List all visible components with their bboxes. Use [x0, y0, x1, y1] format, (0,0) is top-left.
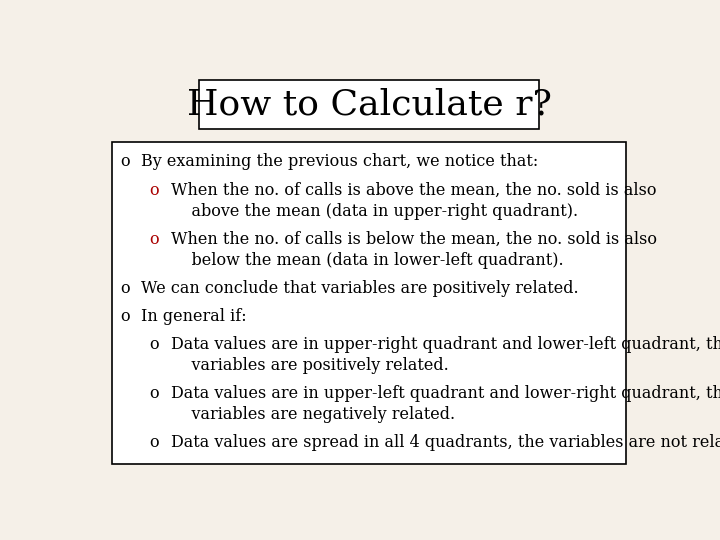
- Text: o: o: [149, 435, 159, 451]
- Text: When the no. of calls is above the mean, the no. sold is also
    above the mean: When the no. of calls is above the mean,…: [171, 181, 657, 220]
- Text: Data values are in upper-right quadrant and lower-left quadrant, the
    variabl: Data values are in upper-right quadrant …: [171, 336, 720, 374]
- Text: o: o: [120, 308, 130, 325]
- Text: Data values are in upper-left quadrant and lower-right quadrant, the
    variabl: Data values are in upper-left quadrant a…: [171, 386, 720, 423]
- Text: When the no. of calls is below the mean, the no. sold is also
    below the mean: When the no. of calls is below the mean,…: [171, 231, 657, 268]
- Text: We can conclude that variables are positively related.: We can conclude that variables are posit…: [141, 280, 579, 297]
- Text: o: o: [149, 386, 159, 402]
- Text: o: o: [149, 336, 159, 353]
- Text: o: o: [120, 280, 130, 297]
- Text: How to Calculate r?: How to Calculate r?: [186, 87, 552, 122]
- Text: o: o: [149, 181, 159, 199]
- Text: o: o: [120, 153, 130, 170]
- FancyBboxPatch shape: [199, 80, 539, 129]
- FancyBboxPatch shape: [112, 141, 626, 464]
- Text: In general if:: In general if:: [141, 308, 247, 325]
- Text: o: o: [149, 231, 159, 248]
- Text: Data values are spread in all 4 quadrants, the variables are not related.: Data values are spread in all 4 quadrant…: [171, 435, 720, 451]
- Text: By examining the previous chart, we notice that:: By examining the previous chart, we noti…: [141, 153, 539, 170]
